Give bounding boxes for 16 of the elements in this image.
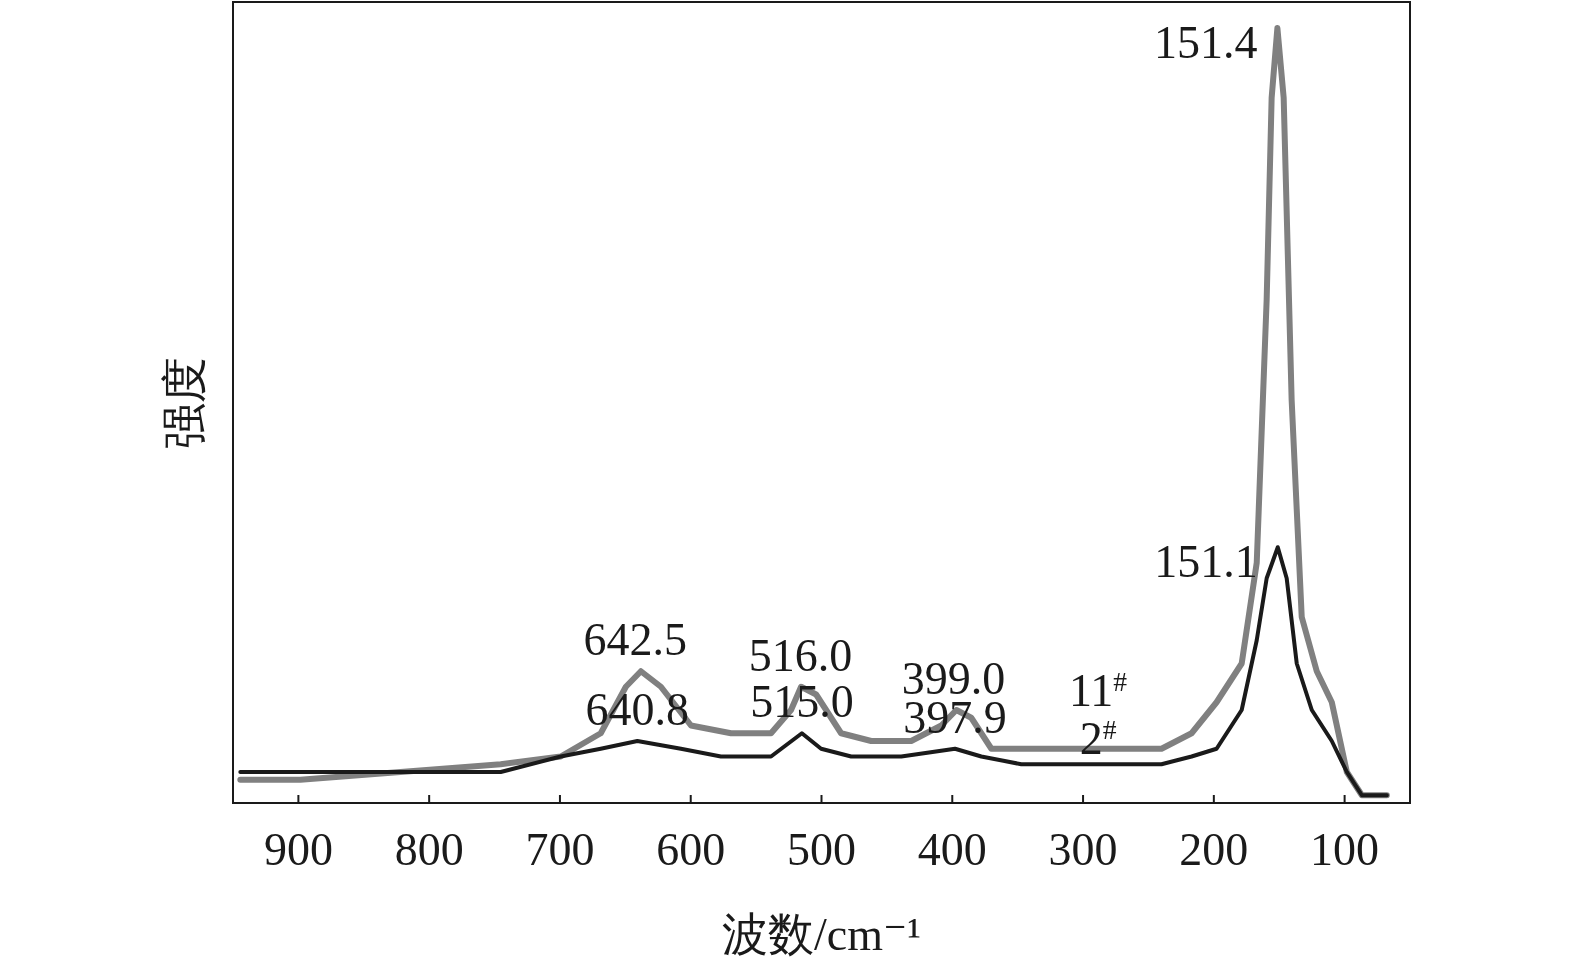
y-axis-title: 强度 bbox=[159, 356, 210, 449]
annotation: 151.4 bbox=[1153, 17, 1258, 68]
annotation: 151.1 bbox=[1154, 536, 1258, 588]
x-tick-label: 600 bbox=[656, 824, 726, 875]
x-tick-label: 800 bbox=[394, 824, 464, 875]
x-tick-label: 700 bbox=[525, 824, 595, 875]
x-tick-label: 100 bbox=[1310, 824, 1380, 875]
x-tick-label: 900 bbox=[263, 824, 333, 875]
series-label: 11$^{#}$ bbox=[1069, 665, 1128, 717]
x-tick-label: 200 bbox=[1179, 824, 1249, 875]
annotation: 642.5 bbox=[583, 614, 687, 666]
x-axis-title: 波数/cm⁻¹ bbox=[721, 909, 922, 960]
x-tick-label: 300 bbox=[1048, 824, 1118, 875]
x-tick-label: 500 bbox=[787, 824, 856, 875]
annotation: 516.0 bbox=[748, 629, 853, 681]
x-tick-label: 400 bbox=[917, 824, 987, 875]
